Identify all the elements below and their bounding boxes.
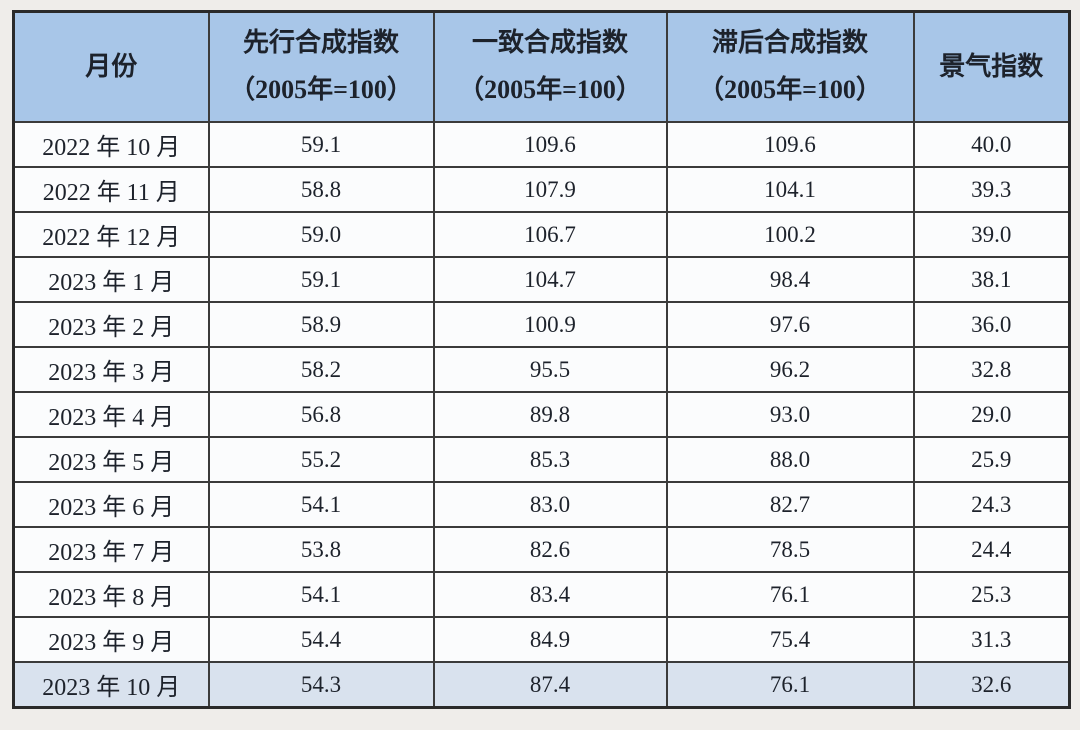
cell-leading: 56.8: [207, 391, 435, 438]
column-header-coincident-label: 一致合成指数: [471, 28, 628, 58]
cell-leading: 53.8: [207, 526, 435, 573]
cell-month: 2022 年 10 月: [12, 121, 210, 168]
cell-leading: 54.1: [207, 481, 435, 528]
cell-coincident: 87.4: [432, 661, 668, 709]
cell-prosperity: 29.0: [912, 391, 1071, 438]
cell-month: 2023 年 3 月: [12, 346, 210, 393]
table-row: 2023 年 2 月 58.9 100.9 97.6 36.0: [12, 301, 1071, 348]
table-row: 2023 年 8 月 54.1 83.4 76.1 25.3: [12, 571, 1071, 618]
cell-lagging: 104.1: [665, 166, 915, 213]
cell-lagging: 75.4: [665, 616, 915, 663]
cell-coincident: 84.9: [432, 616, 668, 663]
cell-coincident: 109.6: [432, 121, 668, 168]
cell-lagging: 93.0: [665, 391, 915, 438]
column-header-prosperity-label: 景气指数: [939, 51, 1044, 81]
cell-prosperity: 36.0: [912, 301, 1071, 348]
cell-lagging: 96.2: [665, 346, 915, 393]
cell-leading: 54.4: [207, 616, 435, 663]
table-row: 2022 年 11 月 58.8 107.9 104.1 39.3: [12, 166, 1071, 213]
table-row: 2023 年 3 月 58.2 95.5 96.2 32.8: [12, 346, 1071, 393]
index-table-container: 月份 先行合成指数 （2005年=100） 一致合成指数 （2005年=100）…: [12, 10, 1071, 709]
table-row: 2023 年 1 月 59.1 104.7 98.4 38.1: [12, 256, 1071, 303]
table-row: 2023 年 6 月 54.1 83.0 82.7 24.3: [12, 481, 1071, 528]
cell-month: 2023 年 9 月: [12, 616, 210, 663]
table-row: 2023 年 9 月 54.4 84.9 75.4 31.3: [12, 616, 1071, 663]
cell-prosperity: 31.3: [912, 616, 1071, 663]
cell-coincident: 89.8: [432, 391, 668, 438]
column-header-lagging-sublabel: （2005年=100）: [698, 75, 882, 104]
cell-coincident: 85.3: [432, 436, 668, 483]
cell-leading: 59.0: [207, 211, 435, 258]
cell-month: 2023 年 10 月: [12, 661, 210, 709]
table-row: 2023 年 7 月 53.8 82.6 78.5 24.4: [12, 526, 1071, 573]
cell-lagging: 98.4: [665, 256, 915, 303]
cell-leading: 54.3: [207, 661, 435, 709]
cell-leading: 58.2: [207, 346, 435, 393]
table-row-highlighted: 2023 年 10 月 54.3 87.4 76.1 32.6: [12, 661, 1071, 709]
table-row: 2022 年 12 月 59.0 106.7 100.2 39.0: [12, 211, 1071, 258]
cell-prosperity: 40.0: [912, 121, 1071, 168]
column-header-leading-label: 先行合成指数: [242, 28, 399, 58]
cell-prosperity: 24.3: [912, 481, 1071, 528]
column-header-prosperity-index: 景气指数: [912, 10, 1071, 123]
cell-prosperity: 24.4: [912, 526, 1071, 573]
cell-month: 2023 年 1 月: [12, 256, 210, 303]
column-header-coincident-index: 一致合成指数 （2005年=100）: [432, 10, 668, 123]
cell-month: 2023 年 5 月: [12, 436, 210, 483]
cell-leading: 59.1: [207, 121, 435, 168]
cell-coincident: 100.9: [432, 301, 668, 348]
cell-leading: 55.2: [207, 436, 435, 483]
cell-prosperity: 32.6: [912, 661, 1071, 709]
cell-coincident: 82.6: [432, 526, 668, 573]
cell-prosperity: 25.9: [912, 436, 1071, 483]
cell-lagging: 88.0: [665, 436, 915, 483]
cell-leading: 58.9: [207, 301, 435, 348]
cell-leading: 59.1: [207, 256, 435, 303]
column-header-coincident-sublabel: （2005年=100）: [458, 75, 642, 104]
cell-month: 2022 年 11 月: [12, 166, 210, 213]
table-body: 2022 年 10 月 59.1 109.6 109.6 40.0 2022 年…: [12, 121, 1071, 709]
cell-month: 2023 年 7 月: [12, 526, 210, 573]
cell-coincident: 106.7: [432, 211, 668, 258]
column-header-leading-index: 先行合成指数 （2005年=100）: [207, 10, 435, 123]
table-row: 2022 年 10 月 59.1 109.6 109.6 40.0: [12, 121, 1071, 168]
cell-lagging: 78.5: [665, 526, 915, 573]
cell-month: 2022 年 12 月: [12, 211, 210, 258]
cell-coincident: 83.0: [432, 481, 668, 528]
cell-lagging: 76.1: [665, 661, 915, 709]
cell-prosperity: 32.8: [912, 346, 1071, 393]
cell-leading: 54.1: [207, 571, 435, 618]
cell-lagging: 97.6: [665, 301, 915, 348]
cell-lagging: 109.6: [665, 121, 915, 168]
cell-coincident: 95.5: [432, 346, 668, 393]
column-header-lagging-index: 滞后合成指数 （2005年=100）: [665, 10, 915, 123]
cell-prosperity: 25.3: [912, 571, 1071, 618]
column-header-month-label: 月份: [85, 51, 138, 81]
cell-month: 2023 年 2 月: [12, 301, 210, 348]
cell-month: 2023 年 6 月: [12, 481, 210, 528]
cell-month: 2023 年 8 月: [12, 571, 210, 618]
cell-lagging: 76.1: [665, 571, 915, 618]
header-row: 月份 先行合成指数 （2005年=100） 一致合成指数 （2005年=100）…: [12, 10, 1071, 123]
cell-coincident: 104.7: [432, 256, 668, 303]
cell-lagging: 82.7: [665, 481, 915, 528]
cell-lagging: 100.2: [665, 211, 915, 258]
cell-prosperity: 39.3: [912, 166, 1071, 213]
cell-coincident: 107.9: [432, 166, 668, 213]
cell-month: 2023 年 4 月: [12, 391, 210, 438]
cell-coincident: 83.4: [432, 571, 668, 618]
cell-prosperity: 39.0: [912, 211, 1071, 258]
composite-index-table: 月份 先行合成指数 （2005年=100） 一致合成指数 （2005年=100）…: [12, 10, 1071, 709]
table-row: 2023 年 5 月 55.2 85.3 88.0 25.9: [12, 436, 1071, 483]
cell-leading: 58.8: [207, 166, 435, 213]
cell-prosperity: 38.1: [912, 256, 1071, 303]
table-header: 月份 先行合成指数 （2005年=100） 一致合成指数 （2005年=100）…: [12, 10, 1071, 123]
column-header-month: 月份: [12, 10, 210, 123]
table-row: 2023 年 4 月 56.8 89.8 93.0 29.0: [12, 391, 1071, 438]
column-header-lagging-label: 滞后合成指数: [711, 28, 868, 58]
column-header-leading-sublabel: （2005年=100）: [229, 75, 413, 104]
